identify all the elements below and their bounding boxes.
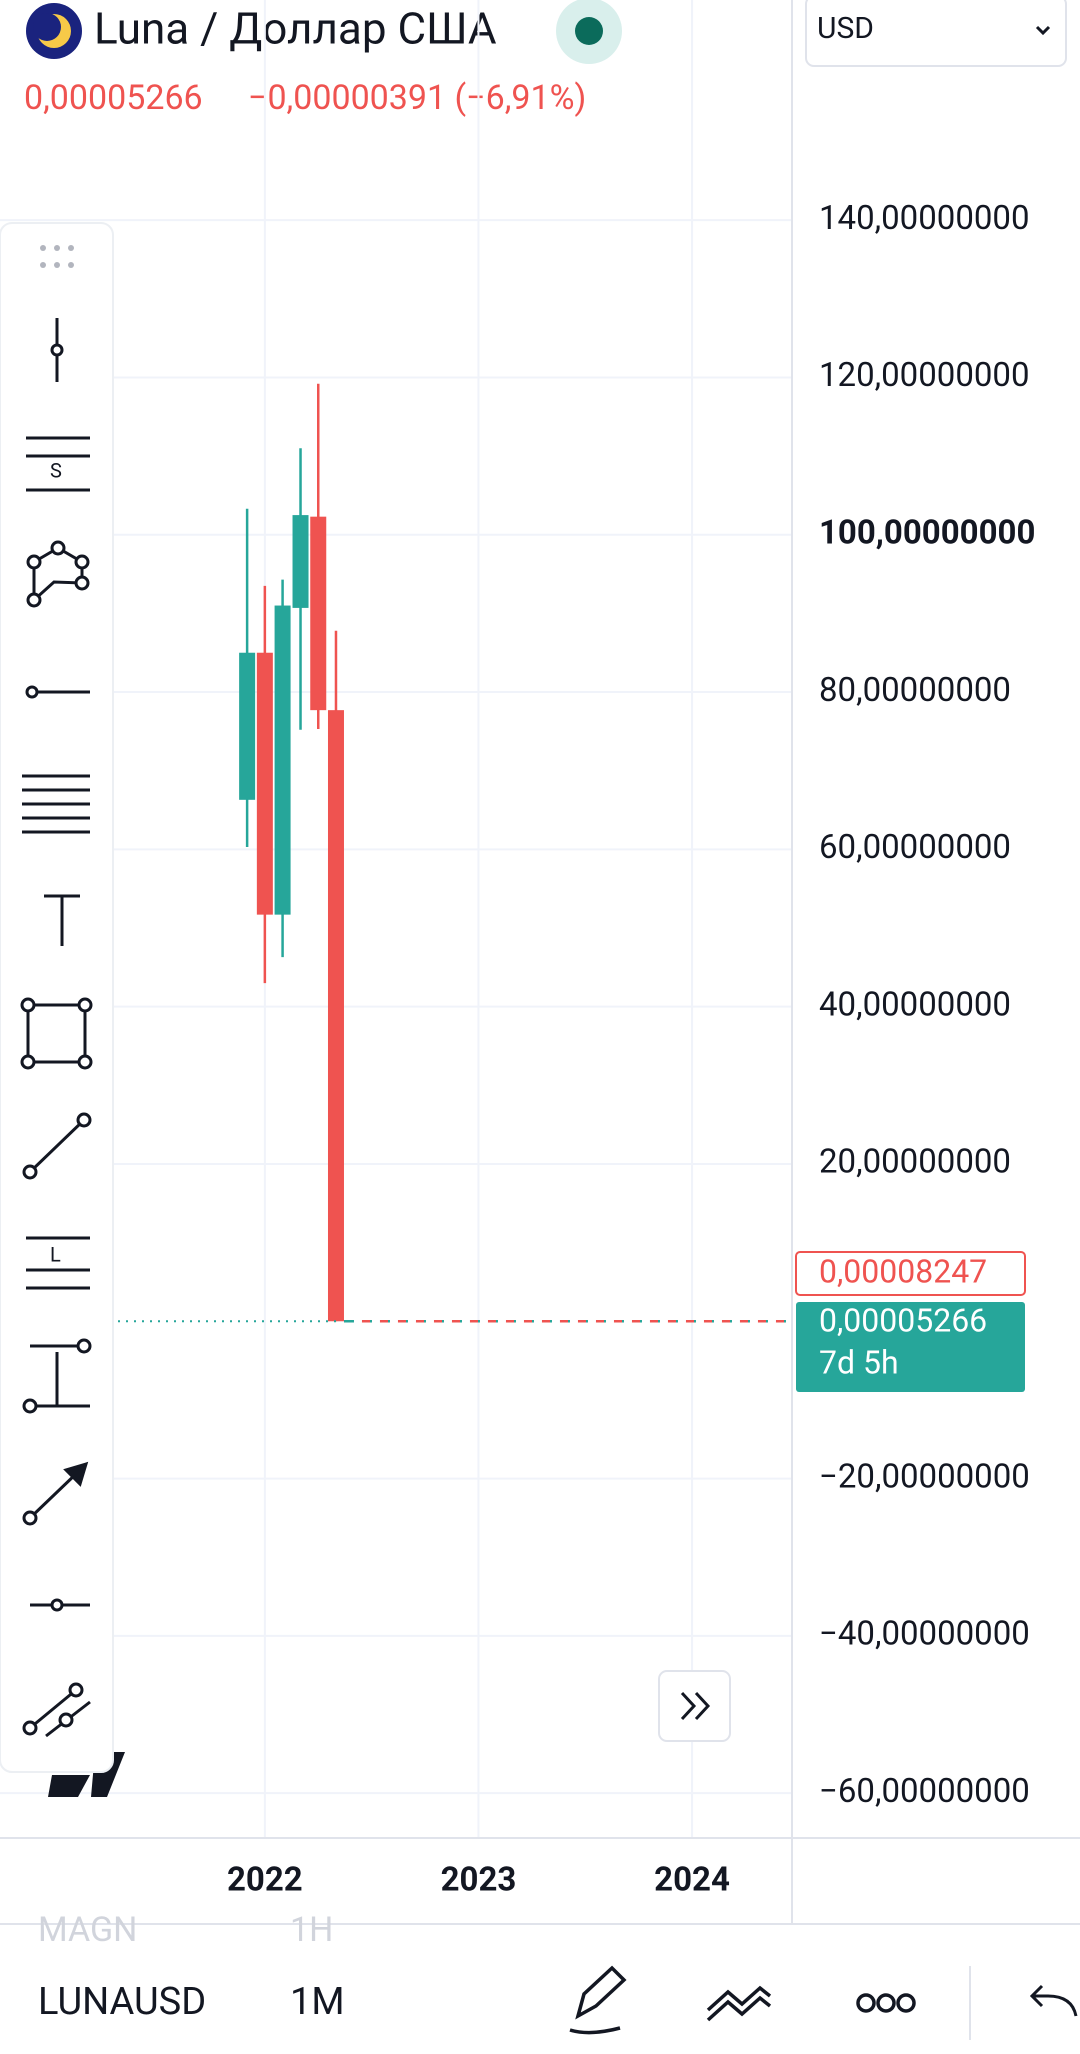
x-tick-label: 2023 bbox=[441, 1861, 517, 1900]
last-price: 0,00005266 bbox=[24, 78, 203, 118]
tool-sticker[interactable]: S bbox=[26, 436, 90, 492]
tool-pattern[interactable] bbox=[26, 540, 90, 608]
more-button[interactable] bbox=[856, 1993, 916, 2013]
x-tick-label: 2022 bbox=[227, 1861, 303, 1900]
prev-symbol: MAGN bbox=[38, 1910, 137, 1950]
tool-parallel[interactable] bbox=[22, 1682, 91, 1738]
prev-interval: 1H bbox=[290, 1910, 333, 1950]
draw-button[interactable] bbox=[569, 1965, 627, 2035]
y-tick-label: 60,00000000 bbox=[819, 828, 1011, 867]
y-tick-label: −60,00000000 bbox=[819, 1772, 1030, 1811]
high-tag-label: 0,00008247 bbox=[819, 1252, 987, 1290]
tool-trendline[interactable] bbox=[22, 1112, 92, 1180]
y-tick-label: −40,00000000 bbox=[819, 1615, 1030, 1654]
candle-body bbox=[256, 652, 273, 915]
toolbar-handle[interactable] bbox=[40, 245, 74, 268]
status-dot bbox=[575, 17, 603, 45]
scroll-icon bbox=[680, 1691, 711, 1721]
svg-text:L: L bbox=[50, 1242, 61, 1266]
last-price-tag-label: 0,00005266 bbox=[819, 1301, 987, 1339]
countdown-label: 7d 5h bbox=[819, 1343, 899, 1381]
tool-cross[interactable] bbox=[50, 318, 64, 382]
high-tag bbox=[795, 1251, 1026, 1296]
y-tick-label: 120,00000000 bbox=[819, 356, 1030, 395]
tool-measure[interactable] bbox=[22, 1338, 92, 1414]
currency-label: USD bbox=[817, 11, 874, 46]
candle-body bbox=[239, 652, 256, 800]
tool-fib[interactable] bbox=[22, 774, 90, 834]
tool-ray[interactable] bbox=[25, 685, 90, 699]
undo-button[interactable] bbox=[1029, 1984, 1078, 2017]
drawing-toolbar bbox=[0, 222, 114, 1773]
y-tick-label: 80,00000000 bbox=[819, 671, 1011, 710]
tool-arrow[interactable] bbox=[22, 1461, 89, 1526]
tool-text[interactable] bbox=[44, 894, 80, 946]
y-tick-label: 20,00000000 bbox=[819, 1143, 1011, 1182]
logo-moon bbox=[33, 13, 61, 41]
candle-body bbox=[310, 516, 327, 711]
price-change: −0,00000391 (−6,91%) bbox=[248, 78, 586, 118]
svg-text:S: S bbox=[50, 458, 62, 482]
tool-price-line[interactable] bbox=[30, 1598, 90, 1612]
symbol-title[interactable]: Luna / Доллар США bbox=[94, 3, 497, 55]
y-tick-label: 40,00000000 bbox=[819, 985, 1011, 1024]
indicators-button[interactable] bbox=[706, 1985, 772, 2022]
y-tick-label: −20,00000000 bbox=[819, 1457, 1030, 1496]
symbol-button[interactable]: LUNAUSD bbox=[38, 1980, 206, 2024]
y-tick-label: 140,00000000 bbox=[819, 199, 1030, 238]
last-price-tag bbox=[796, 1302, 1025, 1392]
x-tick-label: 2024 bbox=[654, 1861, 730, 1900]
candle-body bbox=[327, 710, 344, 1322]
plot-area bbox=[0, 0, 792, 1838]
tool-rect[interactable] bbox=[20, 997, 93, 1070]
currency-select[interactable] bbox=[805, 0, 1067, 67]
candle-body bbox=[274, 605, 291, 915]
dropdown-arrow bbox=[1035, 25, 1051, 36]
tool-long[interactable]: L bbox=[26, 1236, 90, 1290]
candle-body bbox=[292, 515, 309, 608]
interval-button[interactable]: 1M bbox=[290, 1980, 345, 2024]
y-tick-label: 100,00000000 bbox=[819, 513, 1035, 552]
